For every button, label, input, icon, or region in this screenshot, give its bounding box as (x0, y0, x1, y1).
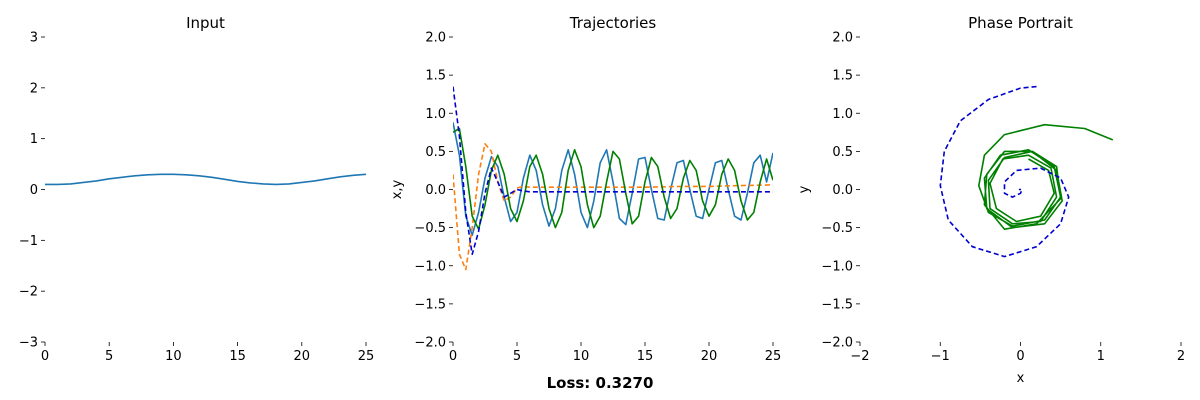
series-line-1 (453, 143, 773, 271)
y-tick-label: 1.0 (425, 107, 446, 122)
y-tick-label: 1.5 (832, 69, 853, 84)
x-tick-label: 15 (229, 349, 246, 364)
x-tick-label: 0 (1016, 349, 1024, 364)
y-tick-label: −0.5 (821, 221, 853, 236)
x-tick-label: 25 (358, 349, 375, 364)
y-tick-label: 2 (30, 81, 38, 96)
y-tick-label: 0.0 (832, 183, 853, 198)
y-tick-label: −1.5 (414, 297, 446, 312)
series-line-3 (453, 86, 773, 256)
x-tick-label: 2 (1177, 349, 1185, 364)
y-tick-label: −1.0 (821, 259, 853, 274)
y-tick-label: 2.0 (425, 31, 446, 46)
x-tick-label: 10 (165, 349, 182, 364)
x-tick-label: 0 (41, 349, 49, 364)
loss-label: Loss: 0.3270 (547, 374, 654, 392)
x-tick-label: 10 (573, 349, 590, 364)
y-axis-label: x,y (390, 179, 405, 199)
y-tick-label: 0 (30, 183, 38, 198)
x-tick-label: −1 (931, 349, 950, 364)
x-tick-label: 1 (1097, 349, 1105, 364)
y-tick-label: −1.0 (414, 259, 446, 274)
subplot-title: Input (186, 14, 225, 32)
subplot-0: Input −3 −2 −1 0 1 2 3 0 5 10 15 20 25 (19, 14, 374, 364)
x-tick-label: 5 (105, 349, 113, 364)
x-tick-label: −2 (850, 349, 869, 364)
subplot-title: Phase Portrait (968, 14, 1073, 32)
series-line-0 (45, 173, 366, 186)
x-tick-label: 5 (513, 349, 521, 364)
x-tick-label: 25 (765, 349, 782, 364)
y-tick-label: −2.0 (414, 336, 446, 351)
x-axis-label: x (1017, 371, 1025, 386)
y-tick-label: 2.0 (832, 31, 853, 46)
x-tick-label: 15 (637, 349, 654, 364)
x-tick-label: 20 (294, 349, 311, 364)
y-tick-label: 0.5 (832, 145, 853, 160)
y-tick-label: −0.5 (414, 221, 446, 236)
subplot-title: Trajectories (569, 14, 657, 32)
series-line-0 (453, 122, 773, 237)
y-tick-label: −3 (19, 336, 38, 351)
x-tick-label: 0 (449, 349, 457, 364)
series-line-0 (977, 123, 1114, 230)
y-tick-label: −1 (19, 234, 38, 249)
y-tick-label: 1.0 (832, 107, 853, 122)
series-line-2 (453, 127, 773, 230)
series-line-1 (939, 85, 1070, 258)
y-tick-label: 1 (30, 132, 38, 147)
x-tick-label: 20 (701, 349, 718, 364)
y-tick-label: −2 (19, 285, 38, 300)
subplot-1: Trajectories −2.0 −1.5 −1.0 −0.5 0.0 0.5 1.0 1.5… (390, 14, 781, 364)
y-tick-label: −1.5 (821, 297, 853, 312)
y-tick-label: 0.0 (425, 183, 446, 198)
y-tick-label: 0.5 (425, 145, 446, 160)
subplot-2: Phase Portrait −2.0 −1.5 −1.0 −0.5 0.0 0.5 1.0 1… (797, 14, 1185, 386)
y-tick-label: −2.0 (821, 336, 853, 351)
y-axis-label: y (797, 185, 812, 193)
y-tick-label: 3 (30, 31, 38, 46)
y-tick-label: 1.5 (425, 69, 446, 84)
